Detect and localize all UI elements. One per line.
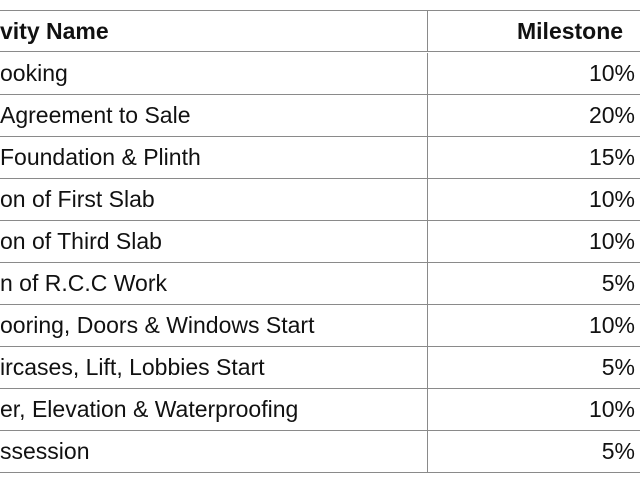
table-row: ssession 5%: [0, 431, 640, 473]
table-row: ircases, Lift, Lobbies Start 5%: [0, 347, 640, 389]
activity-name: ooring, Doors & Windows Start: [0, 305, 428, 346]
milestone-percent: 5%: [601, 270, 635, 296]
table-row: ooking 10%: [0, 53, 640, 95]
activity-name: on of First Slab: [0, 179, 428, 220]
milestone-percent: 10%: [588, 396, 635, 422]
activity-name: er, Elevation & Waterproofing: [0, 389, 428, 430]
milestone-percent: 10%: [588, 228, 635, 254]
activity-name: ooking: [0, 53, 428, 94]
table-row: Agreement to Sale 20%: [0, 95, 640, 137]
milestone-percent: 5%: [601, 354, 635, 380]
header-cell: vity Name: [0, 11, 428, 52]
activity-name: ircases, Lift, Lobbies Start: [0, 347, 428, 388]
activity-name: n of R.C.C Work: [0, 263, 428, 304]
table-row: Foundation & Plinth 15%: [0, 137, 640, 179]
milestone-percent: 10%: [588, 186, 635, 212]
table-row: er, Elevation & Waterproofing 10%: [0, 389, 640, 431]
table-row: on of First Slab 10%: [0, 179, 640, 221]
activity-name: on of Third Slab: [0, 221, 428, 262]
milestone-percent: 15%: [588, 144, 635, 170]
header-row: vity Name Milestone: [0, 10, 640, 52]
table-row: on of Third Slab 10%: [0, 221, 640, 263]
table-row: n of R.C.C Work 5%: [0, 263, 640, 305]
activity-name: ssession: [0, 431, 428, 472]
table-row: ooring, Doors & Windows Start 10%: [0, 305, 640, 347]
header-cell: Milestone: [517, 18, 624, 44]
milestone-percent: 5%: [601, 438, 635, 464]
activity-name: Foundation & Plinth: [0, 137, 428, 178]
milestone-percent: 20%: [588, 102, 635, 128]
milestone-percent: 10%: [588, 312, 635, 338]
milestone-percent: 10%: [588, 60, 635, 86]
activity-name: Agreement to Sale: [0, 95, 428, 136]
